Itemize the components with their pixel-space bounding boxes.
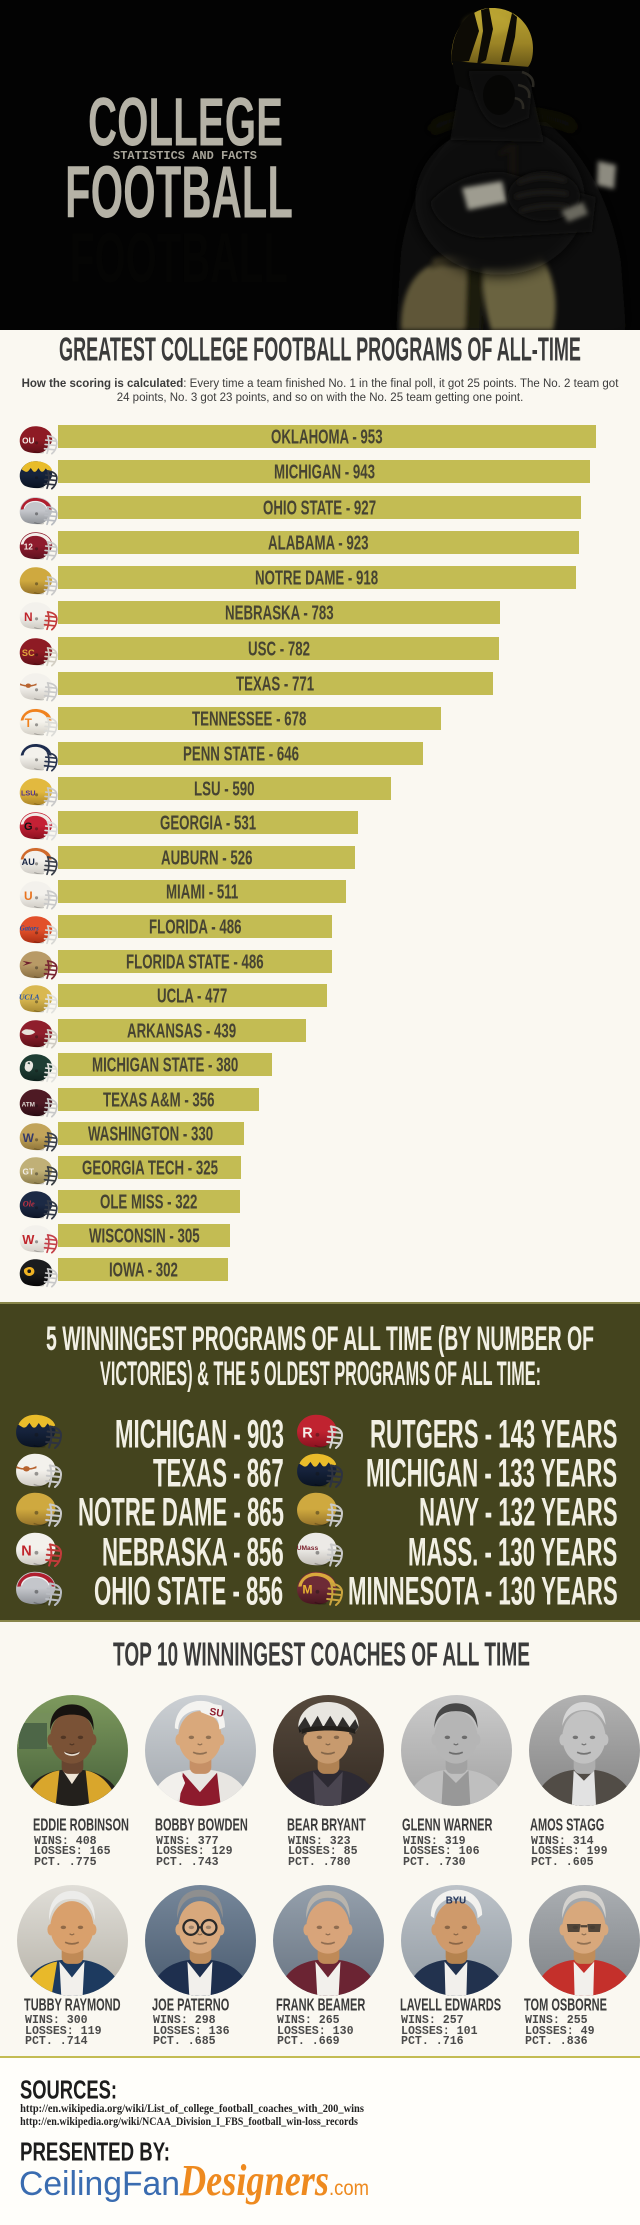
svg-text:BEAR BRYANT: BEAR BRYANT	[287, 1817, 366, 1835]
svg-text:WISCONSIN - 305: WISCONSIN - 305	[89, 1227, 200, 1247]
svg-text:FLORIDA STATE - 486: FLORIDA STATE - 486	[126, 953, 264, 973]
svg-text:MINNESOTA - 130 YEARS: MINNESOTA - 130 YEARS	[348, 1575, 618, 1613]
svg-text:NEBRASKA - 783: NEBRASKA - 783	[225, 604, 334, 624]
svg-text:PENN STATE - 646: PENN STATE - 646	[183, 745, 299, 765]
svg-text:MASS. - 130 YEARS: MASS. - 130 YEARS	[408, 1536, 617, 1574]
svg-text:TEXAS A&M - 356: TEXAS A&M - 356	[103, 1091, 215, 1111]
svg-text:GEORGIA - 531: GEORGIA - 531	[160, 814, 256, 834]
svg-text:TOM OSBORNE: TOM OSBORNE	[524, 1997, 607, 2015]
svg-text:N: N	[21, 1544, 31, 1560]
svg-text:CeilingFan: CeilingFan	[19, 2165, 180, 2203]
svg-text:COLLEGE: COLLEGE	[88, 96, 283, 161]
svg-text:JOE PATERNO: JOE PATERNO	[152, 1997, 229, 2015]
svg-text:M: M	[302, 1582, 312, 1596]
svg-text:SOURCES:: SOURCES:	[20, 2079, 117, 2104]
svg-text:W: W	[23, 1131, 35, 1145]
svg-text:5 WINNINGEST PROGRAMS OF ALL T: 5 WINNINGEST PROGRAMS OF ALL TIME (BY NU…	[46, 1324, 594, 1358]
svg-text:FRANK BEAMER: FRANK BEAMER	[276, 1997, 365, 2015]
svg-text:AUBURN - 526: AUBURN - 526	[161, 849, 252, 869]
svg-text:UCLA: UCLA	[19, 993, 40, 1002]
svg-text:NOTRE DAME - 865: NOTRE DAME - 865	[78, 1496, 284, 1534]
svg-text:OKLAHOMA - 953: OKLAHOMA - 953	[271, 428, 383, 448]
svg-text:WASHINGTON - 330: WASHINGTON - 330	[88, 1125, 213, 1145]
svg-text:ALABAMA - 923: ALABAMA - 923	[268, 534, 369, 554]
svg-text:U: U	[24, 889, 33, 903]
svg-text:TUBBY RAYMOND: TUBBY RAYMOND	[24, 1997, 121, 2015]
svg-text:ATM: ATM	[22, 1101, 35, 1108]
svg-text:MICHIGAN - 903: MICHIGAN - 903	[115, 1418, 284, 1456]
svg-text:Gators: Gators	[20, 926, 39, 933]
svg-text:.com: .com	[329, 2177, 369, 2200]
svg-text:AMOS STAGG: AMOS STAGG	[530, 1817, 604, 1835]
svg-text:STATISTICS AND FACTS: STATISTICS AND FACTS	[113, 150, 257, 163]
svg-text:http://en.wikipedia.org/wiki/L: http://en.wikipedia.org/wiki/List_of_col…	[20, 2103, 364, 2115]
svg-text:GREATEST COLLEGE FOOTBALL PROG: GREATEST COLLEGE FOOTBALL PROGRAMS OF AL…	[59, 336, 581, 369]
svg-text:GT: GT	[23, 1167, 34, 1176]
svg-text:NEBRASKA - 856: NEBRASKA - 856	[102, 1536, 284, 1574]
svg-text:TENNESSEE - 678: TENNESSEE - 678	[192, 710, 306, 730]
svg-text:LSU - 590: LSU - 590	[194, 780, 254, 800]
svg-text:R: R	[302, 1426, 313, 1442]
svg-text:ARKANSAS - 439: ARKANSAS - 439	[127, 1022, 236, 1042]
svg-text:EDDIE ROBINSON: EDDIE ROBINSON	[33, 1817, 129, 1835]
svg-text:NOTRE DAME - 918: NOTRE DAME - 918	[255, 569, 378, 589]
svg-text:BYU: BYU	[446, 1895, 466, 1906]
svg-text:12: 12	[24, 542, 34, 551]
svg-text:http://en.wikipedia.org/wiki/N: http://en.wikipedia.org/wiki/NCAA_Divisi…	[20, 2116, 358, 2128]
svg-text:OLE MISS - 322: OLE MISS - 322	[100, 1193, 197, 1213]
svg-text:G: G	[24, 821, 33, 833]
svg-text:MICHIGAN STATE - 380: MICHIGAN STATE - 380	[92, 1056, 238, 1076]
svg-text:USC - 782: USC - 782	[248, 640, 310, 660]
svg-text:T: T	[25, 716, 33, 730]
svg-text:GLENN WARNER: GLENN WARNER	[402, 1817, 493, 1835]
svg-text:OU: OU	[22, 436, 34, 445]
svg-text:TEXAS - 771: TEXAS - 771	[236, 675, 314, 695]
svg-text:UMass: UMass	[297, 1545, 319, 1552]
svg-text:AU: AU	[22, 857, 36, 867]
svg-text:LAVELL EDWARDS: LAVELL EDWARDS	[400, 1997, 501, 2015]
svg-text:OHIO STATE - 856: OHIO STATE - 856	[94, 1575, 283, 1613]
svg-text:MIAMI - 511: MIAMI - 511	[166, 883, 238, 903]
svg-text:Designers: Designers	[179, 2160, 329, 2205]
svg-text:MICHIGAN - 943: MICHIGAN - 943	[274, 463, 375, 483]
svg-text:TOP 10 WINNINGEST COACHES OF A: TOP 10 WINNINGEST COACHES OF ALL TIME	[113, 1641, 530, 1672]
svg-text:BOBBY BOWDEN: BOBBY BOWDEN	[155, 1817, 248, 1835]
svg-text:MICHIGAN - 133 YEARS: MICHIGAN - 133 YEARS	[366, 1457, 617, 1495]
svg-text:NAVY - 132 YEARS: NAVY - 132 YEARS	[419, 1496, 618, 1534]
svg-text:SC: SC	[22, 648, 35, 658]
svg-text:TEXAS - 867: TEXAS - 867	[153, 1457, 284, 1495]
svg-text:RUTGERS - 143 YEARS: RUTGERS - 143 YEARS	[370, 1418, 617, 1456]
svg-text:UCLA - 477: UCLA - 477	[157, 987, 227, 1007]
svg-text:GEORGIA TECH - 325: GEORGIA TECH - 325	[82, 1159, 218, 1179]
svg-text:IOWA - 302: IOWA - 302	[109, 1261, 178, 1281]
svg-text:Ole: Ole	[23, 1199, 35, 1208]
svg-text:W: W	[22, 1232, 35, 1247]
svg-text:FOOTBALL: FOOTBALL	[70, 231, 288, 297]
svg-text:LSU: LSU	[21, 788, 36, 797]
svg-text:VICTORIES) & THE 5 OLDEST PROG: VICTORIES) & THE 5 OLDEST PROGRAMS OF AL…	[100, 1359, 541, 1393]
svg-text:OHIO STATE - 927: OHIO STATE - 927	[263, 499, 376, 519]
svg-text:FOOTBALL: FOOTBALL	[65, 164, 293, 233]
svg-text:N: N	[24, 610, 33, 624]
svg-text:SU: SU	[209, 1707, 225, 1720]
svg-text:FLORIDA - 486: FLORIDA - 486	[149, 918, 241, 938]
svg-text:PRESENTED BY:: PRESENTED BY:	[20, 2141, 170, 2166]
